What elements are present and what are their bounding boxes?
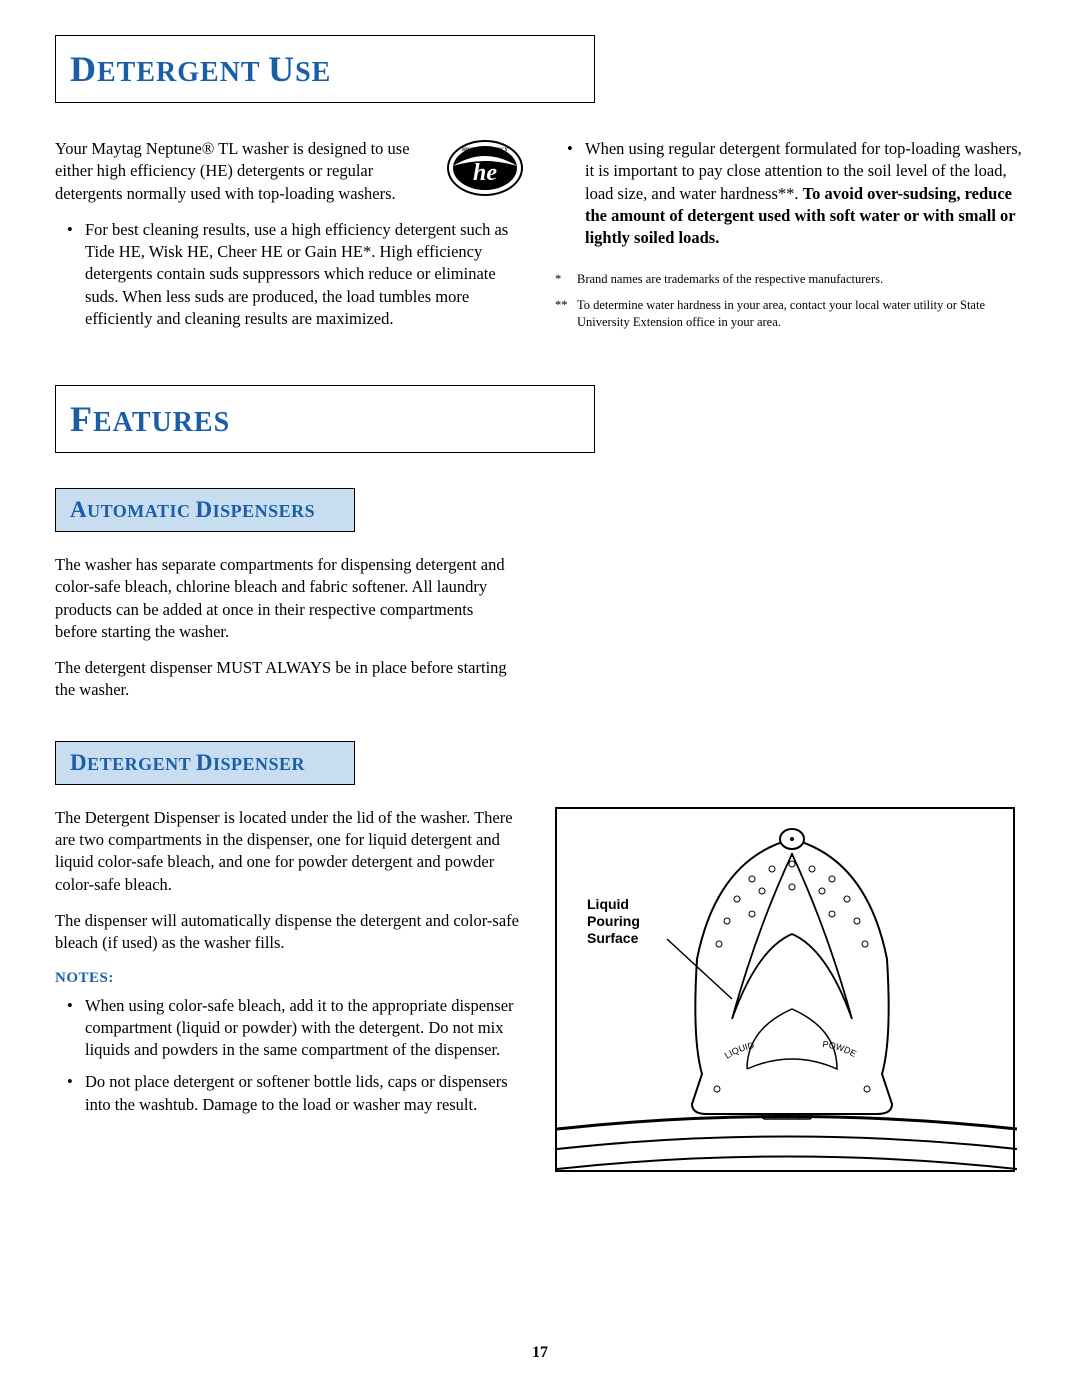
dispenser-diagram: LIQUID POWDER Liquid Pouring Surface (555, 807, 1015, 1172)
heading-cap: U (268, 49, 295, 89)
detergent-dispenser-columns: The Detergent Dispenser is located under… (55, 807, 1025, 1172)
heading-rest: ETERGENT (87, 754, 191, 774)
subsection-heading-box: DETERGENT DISPENSER (55, 741, 355, 785)
auto-dispensers-text: The washer has separate compartments for… (55, 554, 515, 702)
heading-rest: ETERGENT (97, 57, 260, 88)
heading-rest: ISPENSERS (213, 501, 316, 521)
diagram-callout-liquid: Liquid (587, 896, 629, 912)
svg-text:he: he (473, 160, 497, 186)
heading-cap: A (70, 497, 87, 522)
subsection-heading-automatic-dispensers: AUTOMATIC DISPENSERS (70, 497, 340, 523)
detergent-bullets-right: When using regular detergent formulated … (555, 138, 1025, 249)
detergent-bullets-left: For best cleaning results, use a high ef… (55, 219, 525, 330)
footnote-mark: * (555, 271, 561, 289)
heading-cap: D (196, 750, 213, 775)
detergent-dispenser-right-col: LIQUID POWDER Liquid Pouring Surface (555, 807, 1025, 1172)
section-heading-box: DETERGENT USE (55, 35, 595, 103)
footnote-text: To determine water hardness in your area… (577, 298, 985, 330)
detergent-use-right-col: When using regular detergent formulated … (555, 138, 1025, 340)
detergent-use-left-col: HIGH EFFICIENCY he Your Maytag Neptune® … (55, 138, 525, 340)
footnote: * Brand names are trademarks of the resp… (555, 271, 1025, 289)
detergent-dispenser-left-col: The Detergent Dispenser is located under… (55, 807, 525, 1172)
heading-rest: SE (295, 57, 331, 88)
heading-rest: UTOMATIC (87, 501, 190, 521)
heading-rest: EATURES (93, 407, 230, 438)
bullet-item: When using regular detergent formulated … (585, 138, 1025, 249)
footnote: ** To determine water hardness in your a… (555, 297, 1025, 332)
subsection-heading-detergent-dispenser: DETERGENT DISPENSER (70, 750, 340, 776)
paragraph: The Detergent Dispenser is located under… (55, 807, 525, 896)
page-number: 17 (532, 1344, 548, 1362)
paragraph: The dispenser will automatically dispens… (55, 910, 525, 955)
section-heading-features: FEATURES (70, 398, 576, 440)
notes-label: NOTES: (55, 968, 525, 988)
diagram-callout-pouring: Pouring (587, 913, 640, 929)
intro-paragraph-wrapper: HIGH EFFICIENCY he Your Maytag Neptune® … (55, 138, 525, 205)
footnote-text: Brand names are trademarks of the respec… (577, 272, 883, 286)
paragraph: The detergent dispenser MUST ALWAYS be i… (55, 657, 515, 702)
heading-rest: ISPENSER (213, 754, 305, 774)
paragraph: The washer has separate compartments for… (55, 554, 515, 643)
he-logo-icon: HIGH EFFICIENCY he (445, 138, 525, 198)
footnote-mark: ** (555, 297, 568, 315)
svg-text:HIGH EFFICIENCY: HIGH EFFICIENCY (462, 148, 508, 153)
bullet-item: For best cleaning results, use a high ef… (85, 219, 525, 330)
heading-cap: D (70, 49, 97, 89)
heading-cap: D (70, 750, 87, 775)
section-heading-detergent-use: DETERGENT USE (70, 48, 576, 90)
note-item: When using color-safe bleach, add it to … (85, 995, 525, 1062)
diagram-callout-surface: Surface (587, 930, 639, 946)
detergent-use-columns: HIGH EFFICIENCY he Your Maytag Neptune® … (55, 138, 1025, 340)
notes-bullets: When using color-safe bleach, add it to … (55, 995, 525, 1116)
intro-text: Your Maytag Neptune® TL washer is design… (55, 139, 410, 203)
heading-cap: D (195, 497, 212, 522)
section-heading-box: FEATURES (55, 385, 595, 453)
note-item: Do not place detergent or softener bottl… (85, 1071, 525, 1116)
subsection-heading-box: AUTOMATIC DISPENSERS (55, 488, 355, 532)
heading-cap: F (70, 399, 93, 439)
